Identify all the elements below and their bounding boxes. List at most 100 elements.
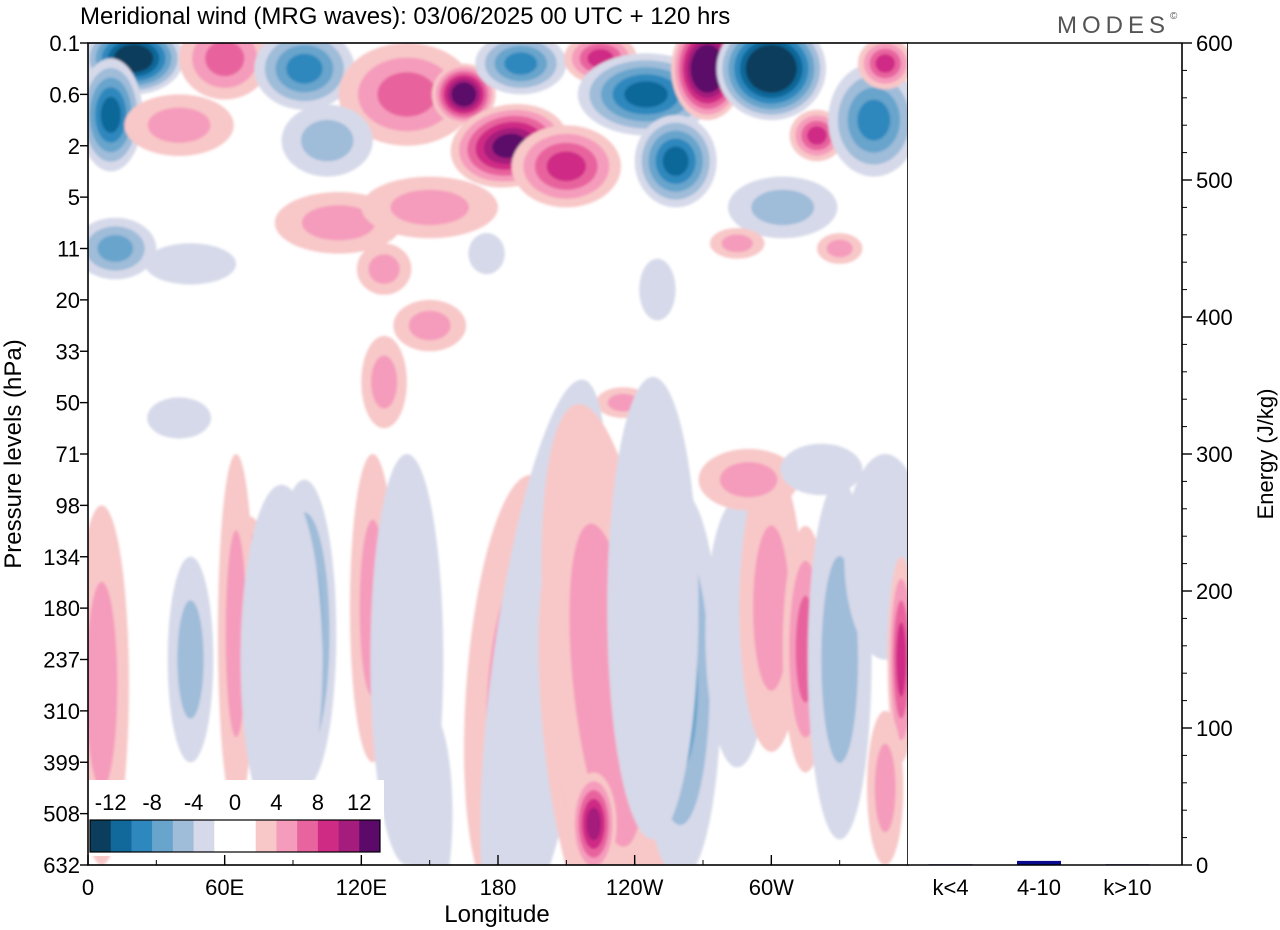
wind-contour xyxy=(875,54,896,73)
wind-contour xyxy=(719,462,778,498)
brand-logo: MODES© xyxy=(1057,11,1182,39)
y-tick-label: 50 xyxy=(56,391,80,416)
wind-contour xyxy=(455,86,473,103)
wind-contour xyxy=(546,151,587,182)
colorbar-swatch xyxy=(359,820,381,852)
wind-contour xyxy=(753,525,790,691)
wind-contour xyxy=(504,52,538,75)
colorbar-label: 12 xyxy=(347,790,371,815)
wind-contour xyxy=(97,235,134,262)
wind-contour xyxy=(371,355,398,409)
y-tick-label: 2 xyxy=(68,134,80,159)
wind-contour xyxy=(177,600,204,719)
energy-tick-label: 400 xyxy=(1196,305,1233,330)
wind-contour xyxy=(205,43,245,77)
energy-background xyxy=(908,43,1182,865)
energy-category-label: k<4 xyxy=(933,875,969,900)
y-tick-label: 0.1 xyxy=(49,31,80,56)
x-tick-label: 0 xyxy=(82,875,94,900)
colorbar-label: 0 xyxy=(229,790,241,815)
x-axis-label: Longitude xyxy=(444,901,549,928)
energy-tick-label: 100 xyxy=(1196,716,1233,741)
x-tick-label: 60W xyxy=(749,875,794,900)
energy-bar xyxy=(1017,860,1061,865)
wind-contour xyxy=(721,234,753,253)
y-tick-label: 180 xyxy=(43,596,80,621)
wind-contour xyxy=(408,310,451,341)
colorbar-swatch xyxy=(152,820,174,852)
wind-contour xyxy=(662,146,689,176)
wind-contour xyxy=(301,205,376,241)
chart-title: Meridional wind (MRG waves): 03/06/2025 … xyxy=(80,3,730,30)
wind-contour xyxy=(406,710,453,865)
colorbar: -12 -8 -4 0 4 8 12 xyxy=(88,780,384,856)
colorbar-swatch xyxy=(110,820,132,852)
energy-x-axis: k<4 4-10 k>10 xyxy=(933,875,1152,900)
wind-contour xyxy=(624,81,668,108)
wind-contour xyxy=(896,622,907,697)
y-tick-label: 98 xyxy=(56,493,80,518)
colorbar-swatch xyxy=(90,820,112,852)
y-tick-label: 5 xyxy=(68,185,80,210)
y-tick-label: 134 xyxy=(43,545,80,570)
x-tick-label: 180 xyxy=(480,875,517,900)
wind-contour xyxy=(368,254,400,284)
y-tick-label: 71 xyxy=(56,442,80,467)
energy-tick-label: 200 xyxy=(1196,579,1233,604)
y-tick-label: 632 xyxy=(43,853,80,878)
colorbar-label: -8 xyxy=(142,790,162,815)
colorbar-swatch xyxy=(172,820,194,852)
wind-contour xyxy=(821,556,858,763)
colorbar-frame xyxy=(89,819,381,853)
y-tick-label: 11 xyxy=(57,237,80,262)
energy-tick-label: 600 xyxy=(1196,31,1233,56)
wind-contour xyxy=(301,119,354,162)
colorbar-label: -4 xyxy=(184,790,204,815)
colorbar-swatch xyxy=(276,820,298,852)
heatmap-panel: -12 -8 -4 0 4 8 12 0 60E 120E 180 120W 60W 0.1 0.6 2 5… xyxy=(0,31,909,928)
colorbar-swatch xyxy=(235,820,257,852)
y-tick-label: 310 xyxy=(43,699,80,724)
wind-contour xyxy=(857,99,891,141)
energy-panel: 0 100 200 300 400 500 600 k<4 4-10 k>10 Energy (… xyxy=(908,31,1278,900)
wind-contour xyxy=(874,743,896,833)
wind-contour xyxy=(468,233,505,275)
wind-contour xyxy=(639,258,676,321)
colorbar-swatch xyxy=(317,820,339,852)
energy-tick-label: 500 xyxy=(1196,168,1233,193)
wind-contour xyxy=(586,807,601,841)
wind-contour xyxy=(377,72,437,117)
wind-contour xyxy=(780,443,863,496)
wind-contour xyxy=(88,581,118,789)
wind-contour xyxy=(147,107,211,143)
y-tick-label: 508 xyxy=(43,802,80,827)
colorbar-label: -12 xyxy=(95,790,127,815)
y-tick-label: 20 xyxy=(56,288,80,313)
x-tick-label: 120E xyxy=(336,875,387,900)
x-tick-label: 60E xyxy=(205,875,244,900)
energy-y-axis: 0 100 200 300 400 500 600 xyxy=(1182,31,1233,878)
wind-contour xyxy=(144,243,237,285)
wind-contour xyxy=(286,53,323,84)
wind-contour xyxy=(147,397,212,439)
brand-name: MODES xyxy=(1057,12,1170,39)
brand-mark: © xyxy=(1170,11,1182,22)
x-axis: 0 60E 120E 180 120W 60W xyxy=(82,855,909,900)
y-tick-label: 0.6 xyxy=(49,82,80,107)
colorbar-swatch xyxy=(193,820,215,852)
y-tick-label: 33 xyxy=(56,339,80,364)
wind-contour xyxy=(826,239,853,258)
wind-contour xyxy=(100,96,122,133)
wind-contour xyxy=(240,484,323,835)
colorbar-swatch xyxy=(338,820,360,852)
energy-tick-label: 300 xyxy=(1196,442,1233,467)
wind-contour xyxy=(698,55,717,82)
colorbar-swatch xyxy=(131,820,153,852)
energy-axis-label: Energy (J/kg) xyxy=(1253,389,1278,520)
wind-contour xyxy=(120,48,148,69)
energy-category-label: 4-10 xyxy=(1017,875,1061,900)
colorbar-swatch xyxy=(214,820,236,852)
colorbar-label: 4 xyxy=(270,790,282,815)
wind-contour xyxy=(607,376,699,840)
